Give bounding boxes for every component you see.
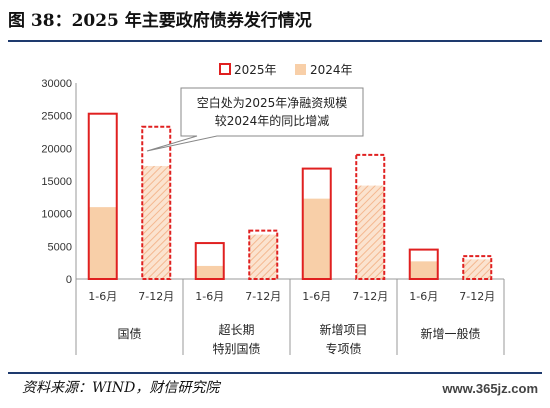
bar-2025 [355,153,386,280]
bar-2024 [249,234,278,279]
bar-2025 [87,112,118,280]
group-label: 超长期 [218,322,254,337]
group-label: 专项债 [325,341,361,356]
bar-2025 [408,248,439,281]
bar-2025 [462,255,493,280]
bar-2024 [142,165,171,279]
group-label: 新增项目 [319,322,367,337]
bar-2024 [302,198,331,279]
y-tick-label: 20000 [41,143,72,155]
x-tick-label: 1-6月 [195,290,224,303]
x-tick-label: 1-6月 [88,290,117,303]
legend-label-2025: 2025年 [234,63,277,77]
y-tick-label: 30000 [41,78,72,90]
x-tick-label: 7-12月 [352,290,388,303]
annotation-callout [146,87,364,152]
watermark: www.365jz.com [442,381,538,396]
group-label: 新增一般债 [420,326,480,341]
legend-swatch-2025 [219,63,231,75]
y-tick-label: 25000 [41,111,72,123]
group-label: 国债 [117,327,141,341]
y-tick-label: 10000 [41,209,72,221]
bar-2024 [409,261,438,279]
group-label: 特别国债 [212,341,260,356]
x-tick-label: 1-6月 [302,290,331,303]
bar-2025 [248,229,279,281]
x-tick-label: 7-12月 [245,290,281,303]
bar-2025 [194,242,225,280]
x-tick-label: 1-6月 [409,290,438,303]
bar-2024 [88,207,117,279]
footer-divider [8,372,542,374]
title-divider [8,40,542,42]
bar-2025 [141,125,172,280]
annotation-text: 空白处为2025年净融资规模 [197,95,348,110]
y-tick-label: 5000 [48,241,72,253]
figure-title: 图 38：2025 年主要政府债券发行情况 [8,11,312,31]
bar-2025 [301,167,332,280]
bar-chart: 0 5000 10000 15000 20000 25000 30000 1-6月 7-12月… [41,63,505,356]
source-note: 资料来源：WIND，财信研究院 [22,380,220,396]
x-tick-label: 7-12月 [138,290,174,303]
annotation-text: 较2024年的同比增减 [215,113,330,128]
y-tick-label: 15000 [41,176,72,188]
legend-label-2024: 2024年 [310,63,353,77]
bar-2024 [195,265,224,279]
legend-swatch-2024 [295,64,306,75]
x-tick-label: 7-12月 [459,290,495,303]
bar-2024 [463,259,492,279]
y-tick-label: 0 [66,274,72,286]
bar-2024 [356,185,385,279]
